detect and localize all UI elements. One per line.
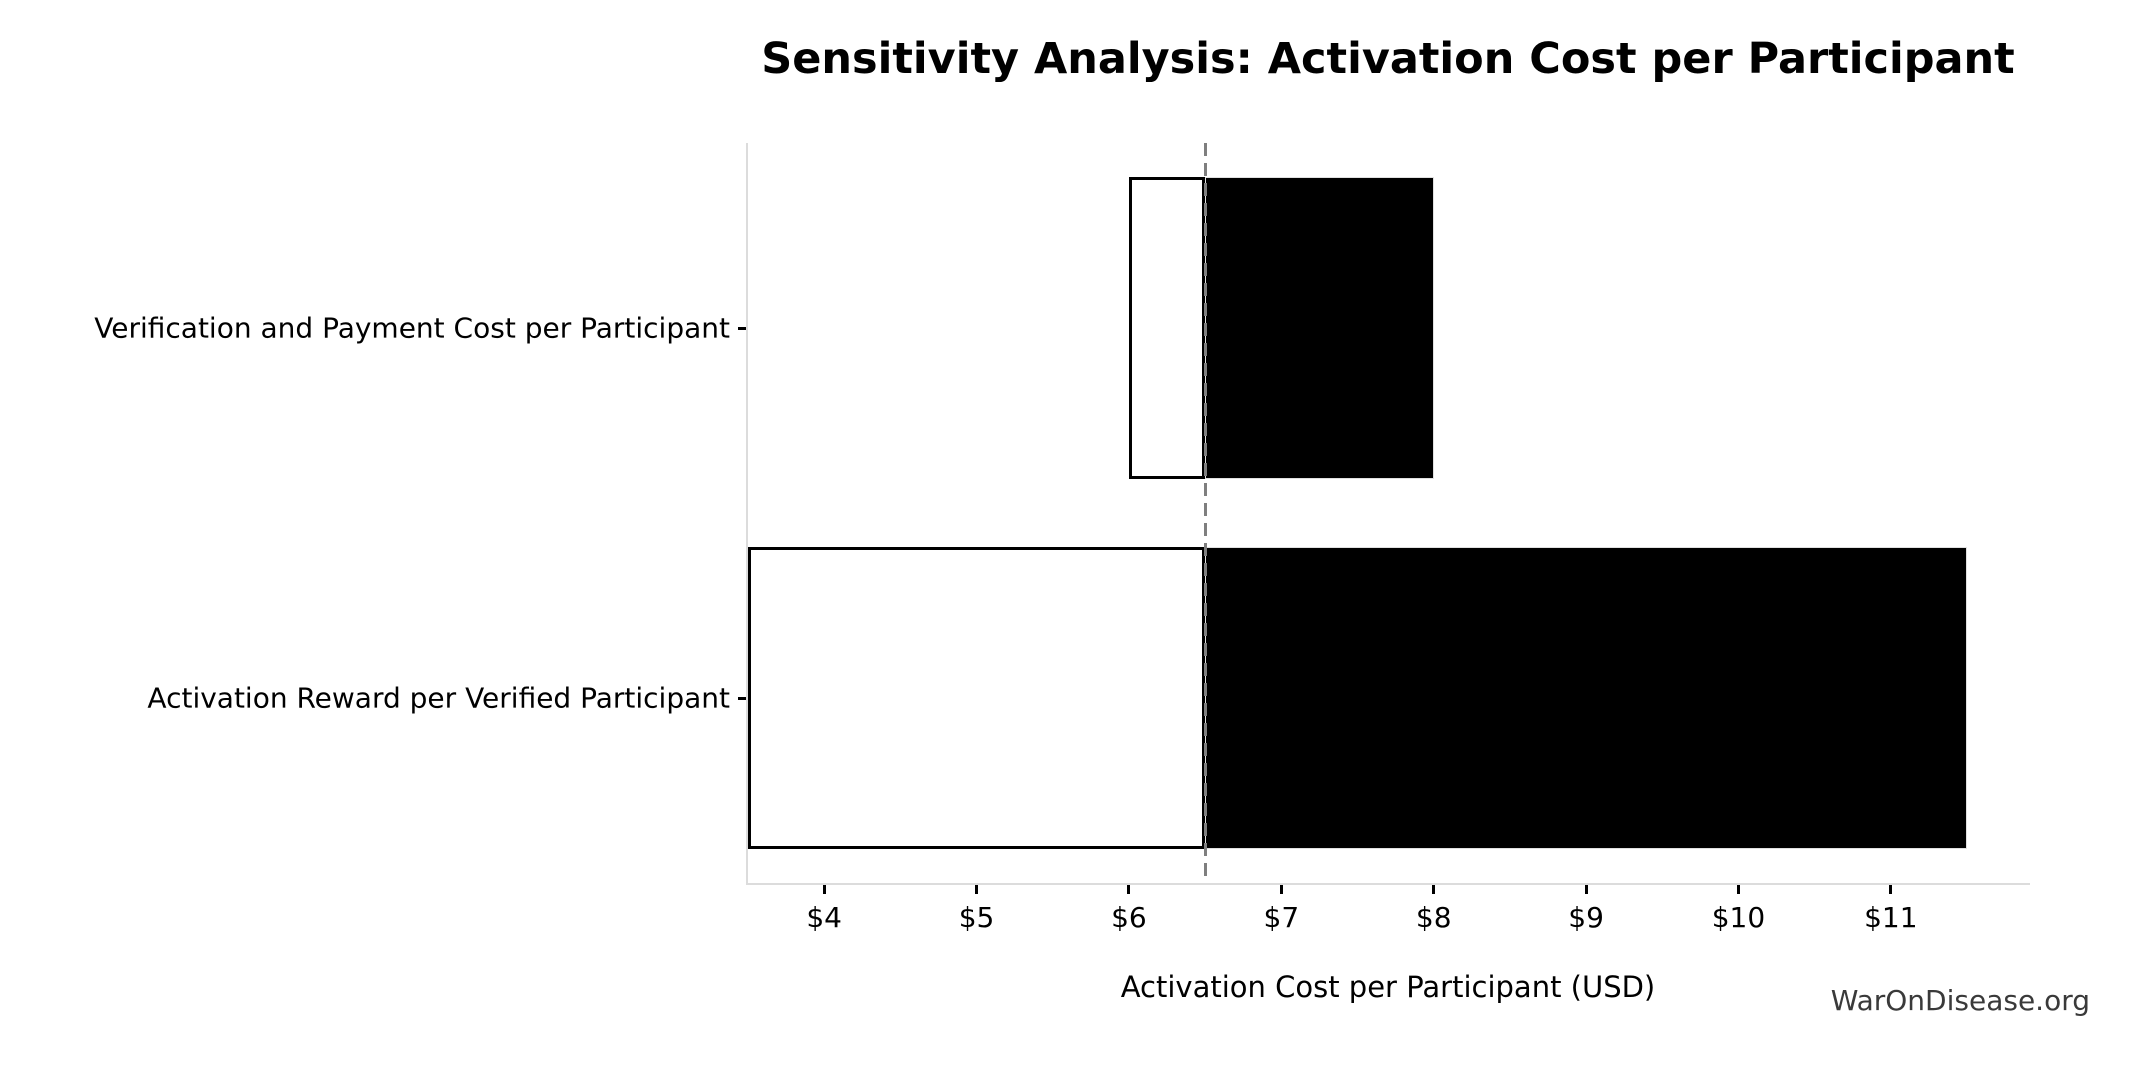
x-tick-mark [1889,885,1893,894]
chart-title: Sensitivity Analysis: Activation Cost pe… [761,34,2015,84]
y-category-label: Activation Reward per Verified Participa… [147,681,730,715]
x-axis-label: Activation Cost per Participant (USD) [1120,970,1656,1004]
x-tick-label: $8 [1415,901,1452,934]
y-axis-spine [746,143,748,885]
x-tick-mark [1279,885,1283,894]
x-tick-label: $7 [1263,901,1300,934]
x-tick-mark [1127,885,1131,894]
x-axis-spine [746,883,2030,885]
y-tick-mark [738,696,746,700]
plot-area [748,143,2028,883]
x-tick-label: $6 [1111,901,1147,934]
watermark-text: WarOnDisease.org [1830,984,2090,1017]
x-tick-label: $5 [958,901,995,934]
bar-low-segment [1128,177,1206,479]
x-tick-mark [822,885,826,894]
x-tick-label: $4 [806,901,842,934]
baseline-dashed-line [1203,143,1207,883]
bar-low-segment [748,547,1206,849]
y-tick-mark [738,326,746,330]
y-category-label: Verification and Payment Cost per Partic… [94,311,730,345]
x-tick-mark [1736,885,1740,894]
x-tick-mark [975,885,979,894]
x-tick-mark [1432,885,1436,894]
bar-high-segment [1205,547,1968,849]
bar-high-segment [1205,177,1434,479]
x-tick-label: $10 [1711,901,1766,934]
x-tick-label: $9 [1568,901,1604,934]
x-tick-label: $11 [1864,901,1918,934]
x-tick-mark [1584,885,1588,894]
